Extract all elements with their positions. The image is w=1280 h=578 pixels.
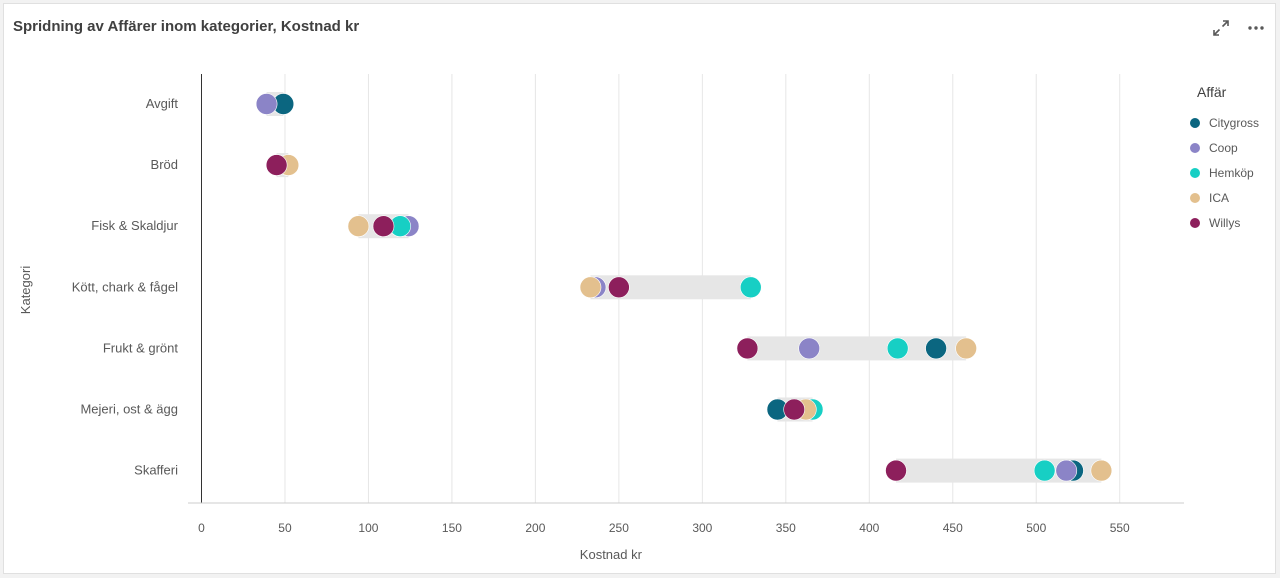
legend-label: Coop [1209,140,1238,155]
dot-hemk-p [886,337,909,360]
legend-items: Citygross Coop Hemköp ICA Willys [1190,110,1276,235]
dot-coop [255,93,278,115]
category-label: Skafferi [134,463,178,478]
x-tick-label: 200 [525,521,545,535]
expand-icon [1213,20,1229,36]
dot-hemk-p [739,276,762,299]
dot-hemk-p [1033,459,1056,482]
legend-label: Citygross [1209,115,1260,130]
legend-swatch [1190,142,1200,153]
legend-item[interactable]: ICA [1190,185,1276,210]
dot-coop [1055,459,1078,482]
legend: Affär Citygross Coop Hemköp ICA Willys [1190,84,1276,235]
more-options-button[interactable] [1244,16,1268,40]
legend-swatch [1190,117,1200,128]
legend-swatch [1190,192,1200,203]
dot-willys [372,215,395,237]
x-tick-label: 50 [278,521,292,535]
x-tick-label: 450 [943,521,963,535]
category-label: Bröd [151,157,178,172]
x-axis-title: Kostnad kr [580,547,643,562]
expand-button[interactable] [1209,16,1233,40]
x-tick-label: 100 [358,521,378,535]
x-tick-label: 350 [776,521,796,535]
dot-willys [608,276,630,299]
x-tick-label: 300 [692,521,712,535]
x-tick-label: 400 [859,521,879,535]
legend-item[interactable]: Willys [1190,210,1276,235]
dot-coop [798,337,820,360]
category-label: Frukt & grönt [103,340,179,355]
x-tick-label: 250 [609,521,629,535]
y-axis-title: Kategori [18,266,33,315]
category-label: Fisk & Skaldjur [91,218,178,233]
dot-willys [736,337,759,360]
dot-ica [1090,459,1113,482]
category-label: Kött, chark & fågel [72,279,178,294]
legend-label: Willys [1209,215,1241,230]
legend-swatch [1190,167,1200,178]
legend-item[interactable]: Citygross [1190,110,1276,135]
dot-range-chart: 0 50 100 150 200 250 300 350 400 450 500 550 Kostnad… [18,74,1184,562]
chart-card: Spridning av Affärer inom kategorier, Ko… [3,3,1276,574]
legend-item[interactable]: Hemköp [1190,160,1276,185]
category-label: Avgift [146,96,179,111]
dot-ica [347,215,370,237]
legend-label: Hemköp [1209,165,1254,180]
dot-willys [265,154,288,176]
x-tick-label: 0 [198,521,205,535]
chart-title: Spridning av Affärer inom kategorier, Ko… [13,18,360,35]
category-label: Mejeri, ost & ägg [80,402,178,417]
more-horizontal-icon [1248,26,1264,30]
legend-item[interactable]: Coop [1190,135,1276,160]
x-tick-label: 150 [442,521,462,535]
x-tick-label: 500 [1026,521,1046,535]
x-tick-label: 550 [1110,521,1130,535]
dot-willys [783,398,805,421]
legend-label: ICA [1209,190,1230,205]
dot-willys [885,459,907,482]
legend-title: Affär [1197,84,1227,100]
legend-swatch [1190,217,1200,228]
dot-ica [579,276,602,299]
dot-citygross [925,337,947,360]
dot-ica [955,337,977,360]
